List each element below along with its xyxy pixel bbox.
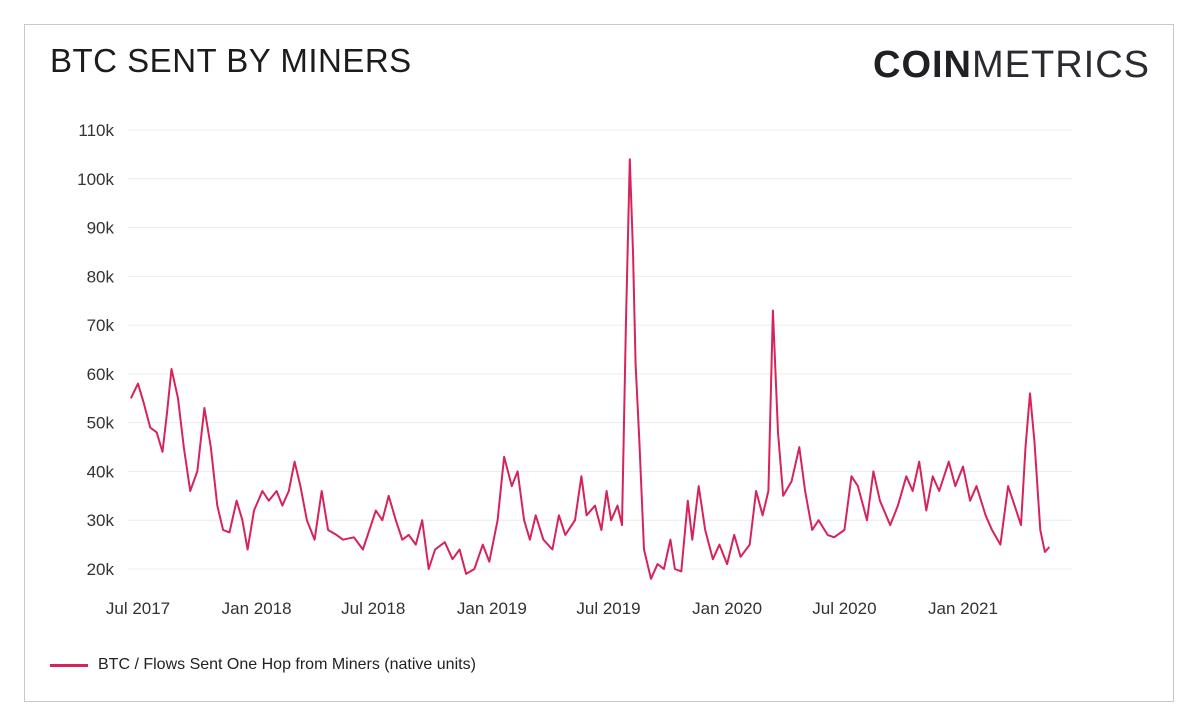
y-tick-label: 80k [87,267,115,286]
y-tick-label: 100k [77,170,114,189]
y-tick-label: 40k [87,462,115,481]
chart-frame [24,24,1174,702]
y-tick-label: 20k [87,560,115,579]
series-line [129,158,1051,580]
chart-title: BTC SENT BY MINERS [50,42,412,79]
y-tick-label: 110k [78,121,114,140]
y-tick-label: 30k [87,511,115,530]
logo-bold-text: COIN [873,44,972,86]
x-tick-label: Jul 2018 [341,599,405,618]
x-tick-label: Jul 2017 [106,599,170,618]
x-tick-label: Jan 2018 [222,599,292,618]
y-tick-label: 60k [87,365,115,384]
grid-lines [128,129,1072,570]
x-tick-label: Jan 2019 [457,599,527,618]
logo-light-text: METRICS [972,44,1150,86]
y-tick-label: 70k [87,316,115,335]
y-axis: 110k 100k 90k 80k 70k 60k 50k 40k 30k 20k [77,121,114,579]
y-tick-label: 50k [87,414,115,433]
x-tick-label: Jul 2019 [576,599,640,618]
legend-label: BTC / Flows Sent One Hop from Miners (na… [98,656,476,673]
x-axis: Jul 2017 Jan 2018 Jul 2018 Jan 2019 Jul 2019… [106,599,998,618]
legend-swatch [50,663,88,667]
x-tick-label: Jan 2021 [928,599,998,618]
x-tick-label: Jan 2020 [692,599,762,618]
y-tick-label: 90k [87,219,115,238]
x-tick-label: Jul 2020 [812,599,876,618]
coinmetrics-logo: COINMETRICS [873,44,1150,87]
series-group [129,158,1051,580]
legend: BTC / Flows Sent One Hop from Miners (na… [50,656,476,674]
